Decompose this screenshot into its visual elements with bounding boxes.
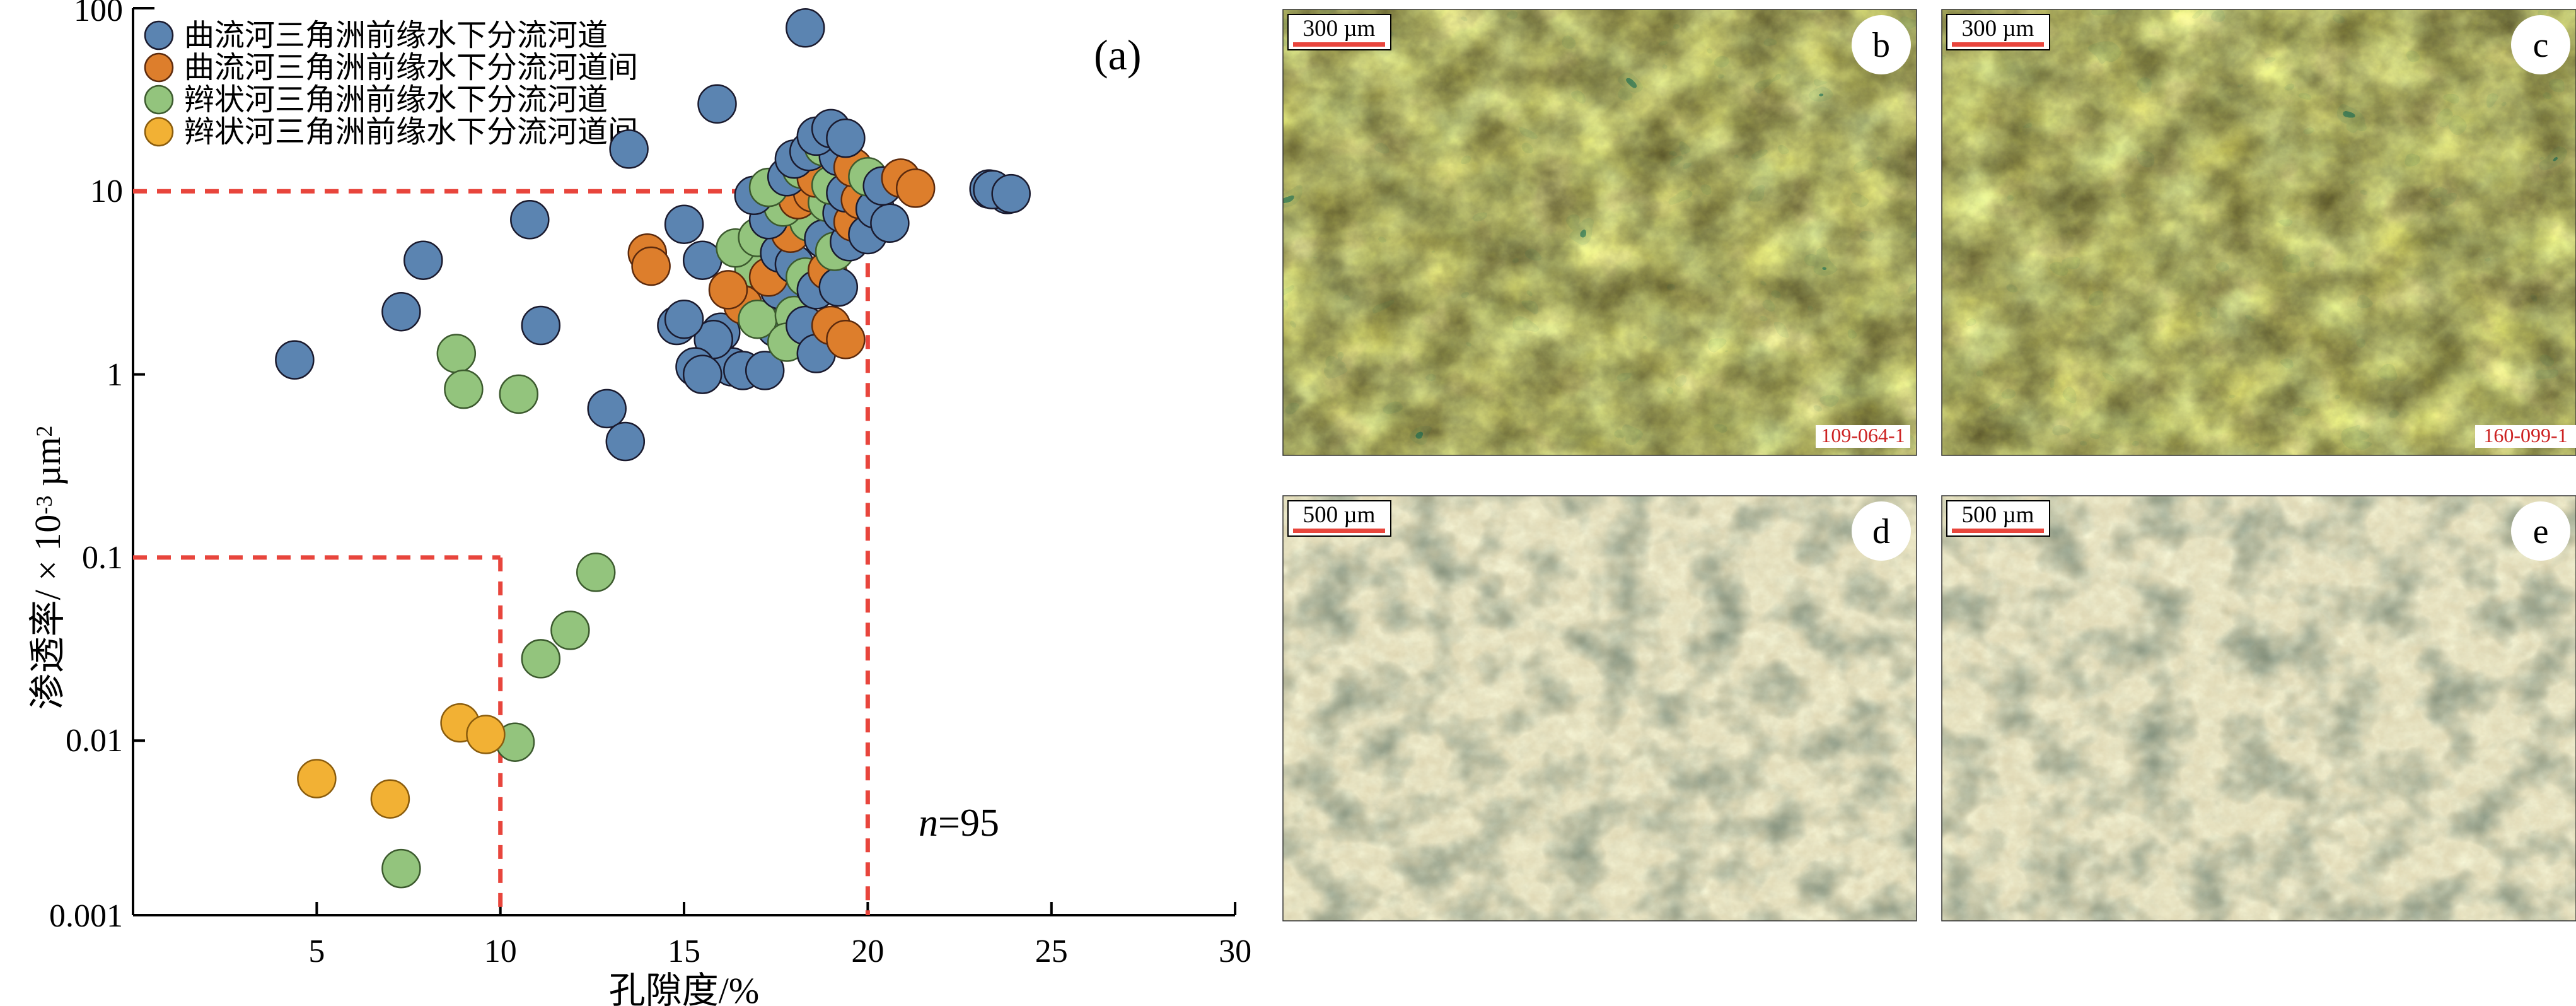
svg-text:1: 1 (107, 357, 123, 393)
svg-text:0.01: 0.01 (66, 723, 123, 759)
svg-text:500 µm: 500 µm (1962, 502, 2034, 528)
svg-text:辫状河三角洲前缘水下分流河道: 辫状河三角洲前缘水下分流河道 (184, 83, 608, 117)
svg-text:0.1: 0.1 (82, 540, 123, 576)
svg-text:d: d (1872, 512, 1890, 551)
svg-text:500 µm: 500 µm (1303, 502, 1376, 528)
svg-text:0.001: 0.001 (49, 898, 123, 934)
svg-text:100: 100 (74, 0, 123, 28)
svg-text:5: 5 (308, 933, 325, 969)
svg-text:15: 15 (668, 933, 700, 969)
svg-text:160-099-1: 160-099-1 (2483, 424, 2567, 447)
svg-text:曲流河三角洲前缘水下分流河道间: 曲流河三角洲前缘水下分流河道间 (184, 51, 638, 85)
svg-text:25: 25 (1035, 933, 1068, 969)
svg-text:孔隙度/%: 孔隙度/% (609, 970, 759, 1006)
svg-text:曲流河三角洲前缘水下分流河道: 曲流河三角洲前缘水下分流河道 (184, 19, 608, 52)
svg-text:b: b (1872, 26, 1890, 65)
svg-text:辫状河三角洲前缘水下分流河道间: 辫状河三角洲前缘水下分流河道间 (184, 115, 638, 149)
svg-text:20: 20 (851, 933, 884, 969)
svg-text:(a): (a) (1094, 31, 1141, 79)
svg-text:渗透率/ × 10-3 µm2: 渗透率/ × 10-3 µm2 (27, 426, 68, 710)
svg-text:10: 10 (90, 173, 123, 209)
svg-text:n=95: n=95 (919, 802, 999, 845)
svg-text:30: 30 (1219, 933, 1251, 969)
svg-text:e: e (2533, 512, 2549, 551)
svg-text:300 µm: 300 µm (1303, 16, 1376, 42)
svg-text:109-064-1: 109-064-1 (1821, 424, 1905, 447)
svg-text:c: c (2533, 26, 2549, 65)
svg-text:10: 10 (484, 933, 517, 969)
svg-text:300 µm: 300 µm (1962, 16, 2034, 42)
